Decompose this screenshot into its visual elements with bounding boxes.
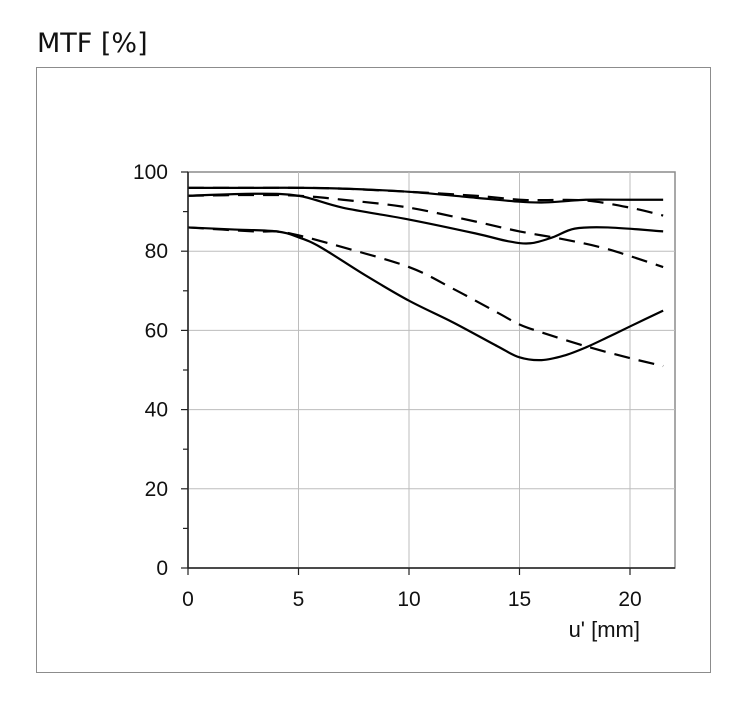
x-tick-label-15: 15 (508, 588, 531, 611)
x-tick-label-10: 10 (397, 588, 420, 611)
y-tick-label-100: 100 (133, 161, 168, 184)
y-tick-label-60: 60 (145, 319, 168, 342)
y-tick-label-80: 80 (145, 240, 168, 263)
x-tick-label-20: 20 (618, 588, 641, 611)
series-line-4-dashed (187, 193, 664, 269)
axes (181, 171, 675, 575)
series-line-6-dashed (187, 226, 664, 368)
chart-title: MTF [%] (37, 28, 148, 59)
y-tick-label-40: 40 (145, 399, 168, 422)
plot-area (187, 171, 676, 569)
x-axis-label: u' [mm] (569, 617, 640, 642)
x-tick-label-0: 0 (182, 588, 194, 611)
y-tick-label-20: 20 (145, 478, 168, 501)
grid-lines (187, 171, 676, 569)
y-tick-label-0: 0 (156, 557, 168, 580)
series-line-2-dashed (187, 186, 664, 217)
series-lines (187, 186, 664, 368)
chart-frame (36, 67, 711, 673)
x-tick-label-5: 5 (293, 588, 305, 611)
tick-labels: 0 20 40 60 80 100 0 5 10 15 20 (133, 161, 642, 611)
